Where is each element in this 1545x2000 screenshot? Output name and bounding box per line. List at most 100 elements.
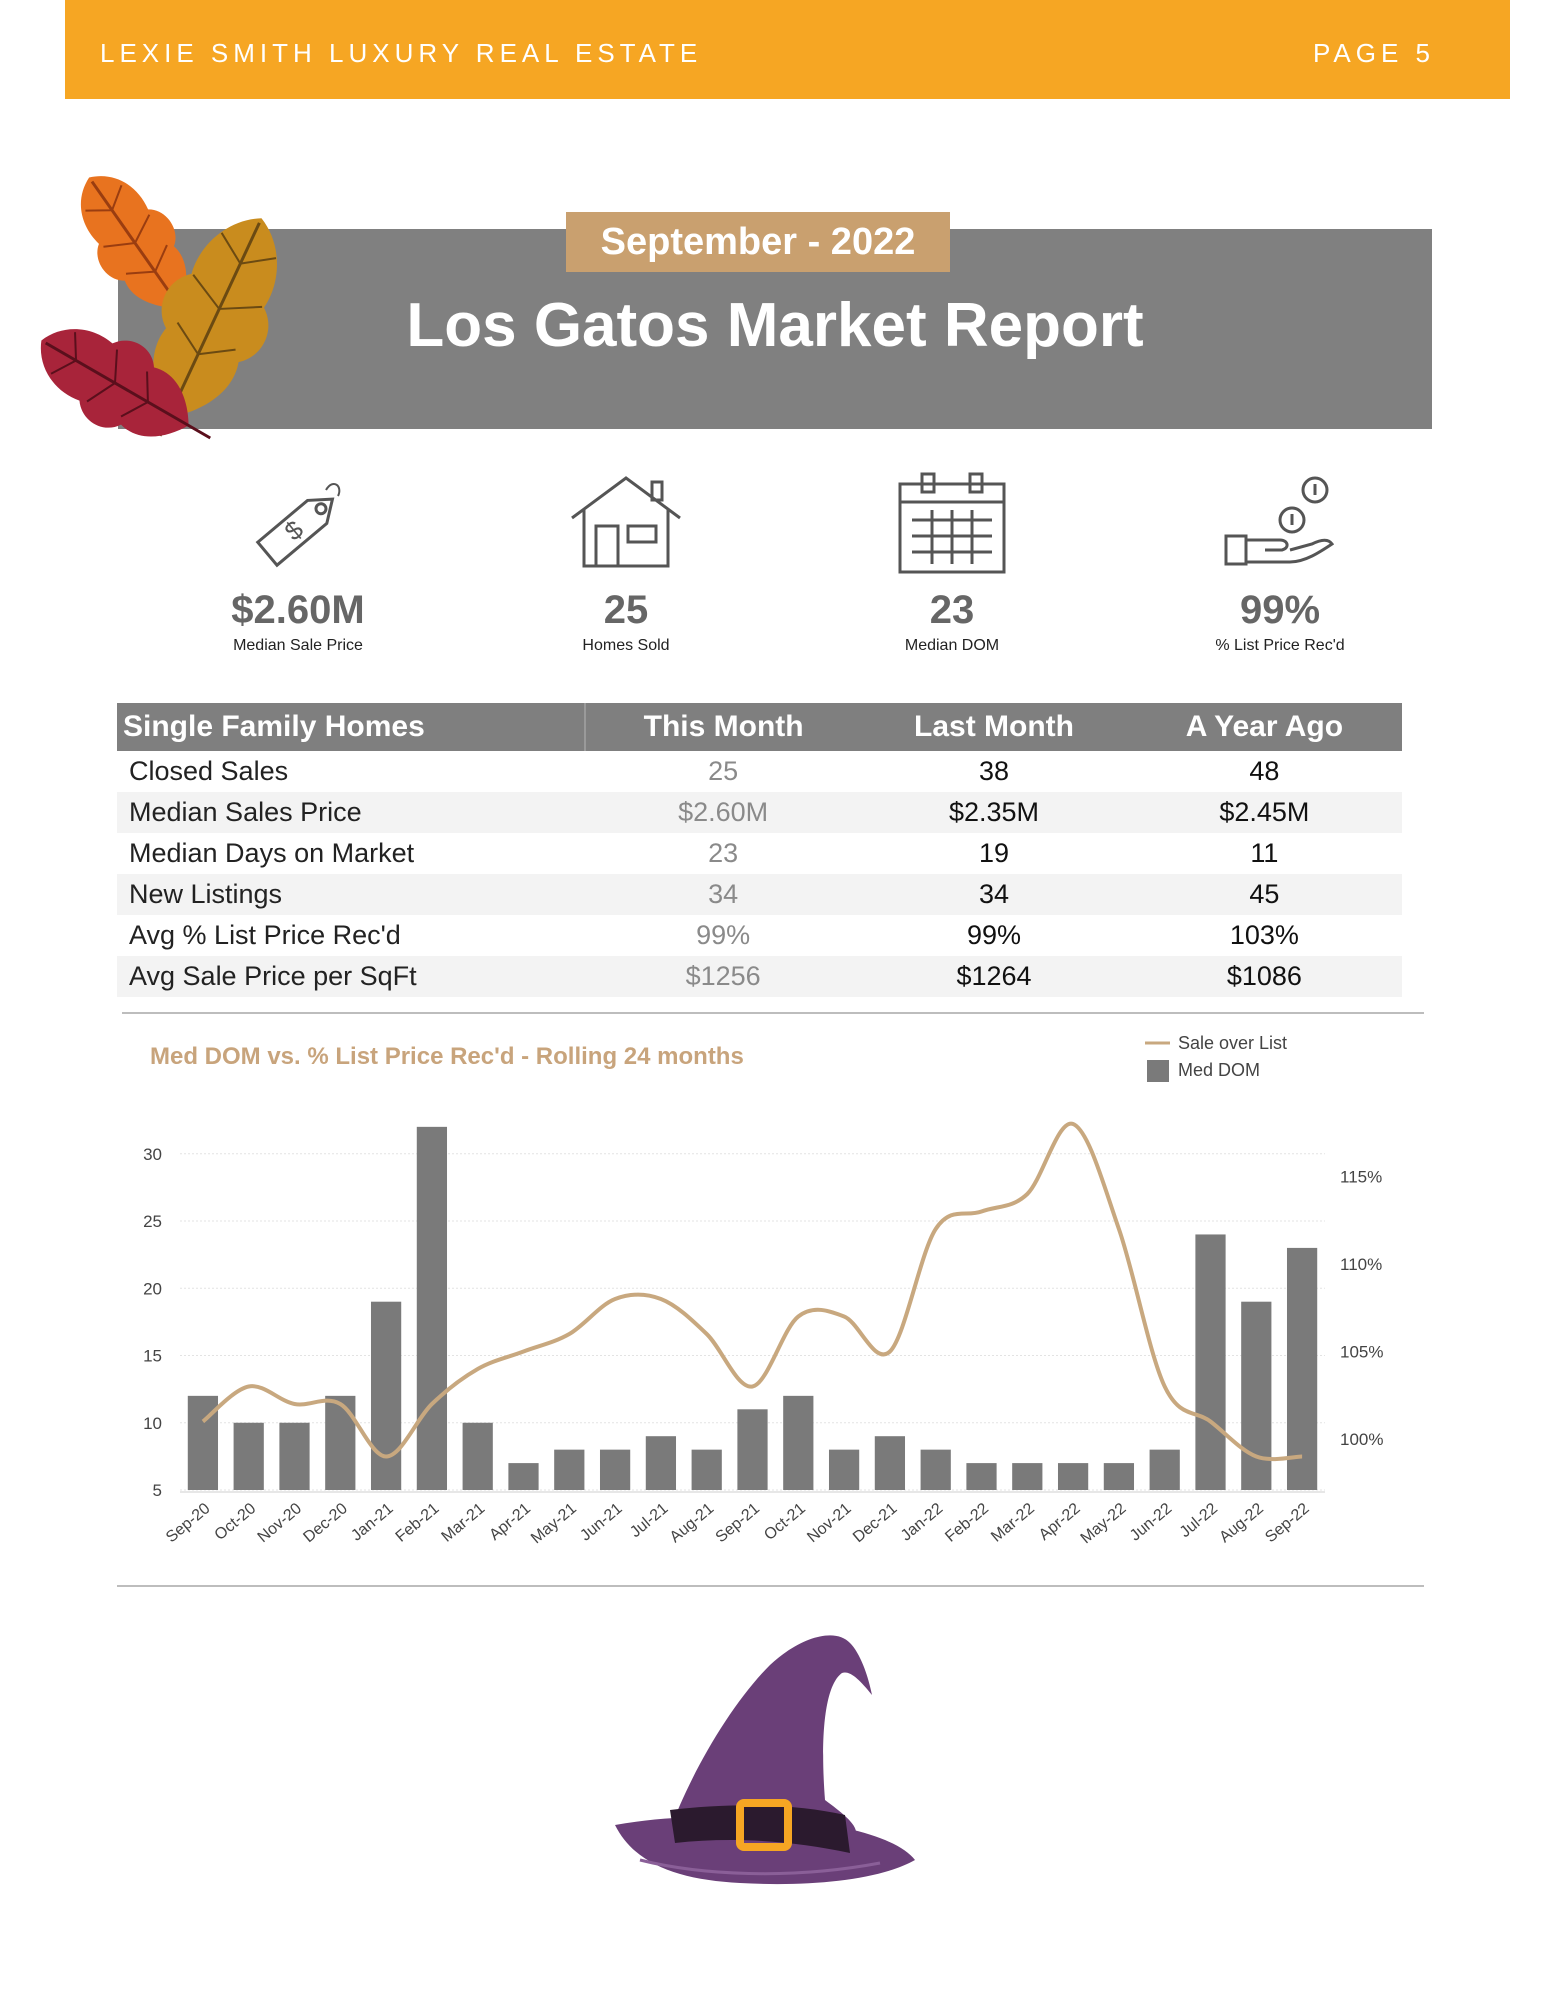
med-dom-bar [1149, 1449, 1180, 1490]
med-dom-bar [279, 1422, 310, 1490]
med-dom-bar [1195, 1234, 1226, 1490]
x-axis-tick: Apr-22 [1036, 1500, 1084, 1544]
x-axis-tick: Aug-22 [1216, 1500, 1267, 1546]
med-dom-bar [828, 1449, 860, 1490]
x-axis-tick: Nov-21 [804, 1500, 855, 1546]
last-month-cell: 38 [978, 756, 1010, 786]
this-month-cell: $1256 [585, 956, 862, 997]
year-ago-cell: 45 [1126, 874, 1402, 915]
left-axis-tick: 10 [143, 1414, 162, 1433]
divider [117, 1585, 1424, 1587]
calendar-icon [898, 472, 1006, 574]
med-dom-bar [370, 1301, 402, 1490]
right-axis-tick: 105% [1340, 1343, 1383, 1362]
med-dom-bar [462, 1422, 493, 1490]
stat-label: % List Price Rec'd [1215, 637, 1345, 654]
med-dom-bar [966, 1463, 997, 1490]
sale-over-list-line [201, 1121, 1303, 1462]
brand-name: LEXIE SMITH LUXURY REAL ESTATE [100, 38, 703, 68]
column-header: A Year Ago [1126, 703, 1402, 751]
x-axis-tick: Mar-21 [439, 1500, 489, 1546]
header-bar [65, 0, 1510, 99]
row-label: Median Days on Market [129, 838, 415, 868]
left-axis-tick: 5 [153, 1481, 162, 1500]
year-ago-cell: $2.45M [1126, 792, 1402, 833]
row-label: Closed Sales [129, 756, 289, 786]
right-axis-tick: 100% [1340, 1430, 1383, 1449]
med-dom-bar [416, 1126, 448, 1490]
last-month-cell: $2.35M [861, 792, 1127, 833]
column-header: Last Month [861, 703, 1127, 751]
this-month-cell: 99% [696, 920, 751, 950]
x-axis-tick: Jun-22 [1127, 1500, 1175, 1545]
stat-label: Median Sale Price [233, 637, 363, 654]
x-axis-tick: May-21 [528, 1500, 580, 1547]
row-label: New Listings [117, 874, 586, 915]
med-dom-bar [1103, 1463, 1135, 1490]
legend-label: Med DOM [1178, 1060, 1260, 1080]
last-month-cell: 19 [978, 838, 1010, 868]
x-axis-tick: Sep-20 [163, 1500, 214, 1546]
med-dom-bar [325, 1395, 356, 1490]
med-dom-bar [1057, 1463, 1089, 1490]
x-axis-tick: Jan-21 [348, 1500, 396, 1545]
x-axis-tick: Feb-22 [942, 1500, 992, 1546]
page-number: PAGE 5 [1312, 38, 1435, 68]
x-axis-tick: Jun-21 [577, 1500, 625, 1545]
year-ago-cell: $1086 [1126, 956, 1402, 997]
med-dom-bar [691, 1449, 722, 1490]
right-axis-tick: 110% [1340, 1255, 1382, 1274]
x-axis-tick: Feb-21 [393, 1500, 443, 1546]
table-row: Avg Sale Price per SqFt $1256 $1264 $108… [117, 956, 1402, 997]
stat-value: 99% [1239, 588, 1321, 632]
med-dom-bar [1241, 1301, 1272, 1490]
last-month-cell: 99% [966, 920, 1022, 950]
stat-value: 23 [929, 588, 975, 632]
this-month-cell: 34 [585, 874, 862, 915]
x-axis-tick: Dec-20 [300, 1500, 351, 1546]
med-dom-bar [874, 1436, 906, 1490]
table-row: Median Days on Market 23 19 11 [117, 833, 1402, 874]
year-ago-cell: 103% [1229, 920, 1299, 950]
med-dom-bar [783, 1395, 814, 1490]
table-row: Median Sales Price $2.60M $2.35M $2.45M [117, 792, 1402, 833]
med-dom-bar [233, 1422, 264, 1490]
x-axis-tick: Jul-22 [1177, 1500, 1221, 1541]
this-month-cell: 23 [708, 838, 739, 868]
stat-label: Median DOM [904, 637, 1000, 654]
row-label: Median Sales Price [117, 792, 586, 833]
left-axis-tick: 30 [143, 1145, 162, 1164]
left-axis-tick: 15 [143, 1347, 162, 1366]
this-month-cell: $2.60M [585, 792, 862, 833]
column-header: This Month [585, 703, 862, 751]
row-label: Avg Sale Price per SqFt [117, 956, 586, 997]
x-axis-tick: Dec-21 [850, 1500, 901, 1546]
x-axis-tick: Nov-20 [255, 1500, 306, 1546]
med-dom-bar [599, 1449, 631, 1490]
med-dom-bar [554, 1449, 585, 1490]
table-header-row: Single Family Homes This Month Last Mont… [117, 703, 1402, 751]
hand-coins-icon [1224, 476, 1335, 566]
x-axis-tick: Sep-21 [713, 1500, 764, 1546]
report-title: Los Gatos Market Report [406, 291, 1144, 360]
chart-title: Med DOM vs. % List Price Rec'd - Rolling… [150, 1043, 744, 1070]
column-header: Single Family Homes [117, 703, 587, 751]
med-dom-bar [737, 1409, 768, 1490]
table-row: Closed Sales 25 38 48 [117, 751, 1402, 792]
row-label: Avg % List Price Rec'd [129, 920, 401, 950]
right-axis-tick: 115% [1340, 1168, 1382, 1187]
med-dom-bar [920, 1449, 951, 1490]
dom-vs-list-price-chart: 51015202530100%105%110%115%Sep-20Oct-20N… [143, 1033, 1383, 1547]
med-dom-bar [508, 1463, 539, 1490]
legend-label: Sale over List [1178, 1033, 1287, 1053]
this-month-cell: 25 [708, 756, 739, 786]
autumn-leaves-illustration [40, 176, 277, 440]
x-axis-tick: Apr-21 [486, 1500, 534, 1544]
stat-homes-sold: 25 Homes Sold [496, 468, 756, 655]
stat-median-sale-price: $ $2.60M Median Sale Price [168, 468, 428, 655]
last-month-cell: $1264 [861, 956, 1127, 997]
left-axis-tick: 20 [143, 1279, 162, 1298]
med-dom-bar [1286, 1247, 1318, 1490]
divider [122, 1012, 1424, 1014]
x-axis-tick: Oct-21 [761, 1500, 809, 1544]
